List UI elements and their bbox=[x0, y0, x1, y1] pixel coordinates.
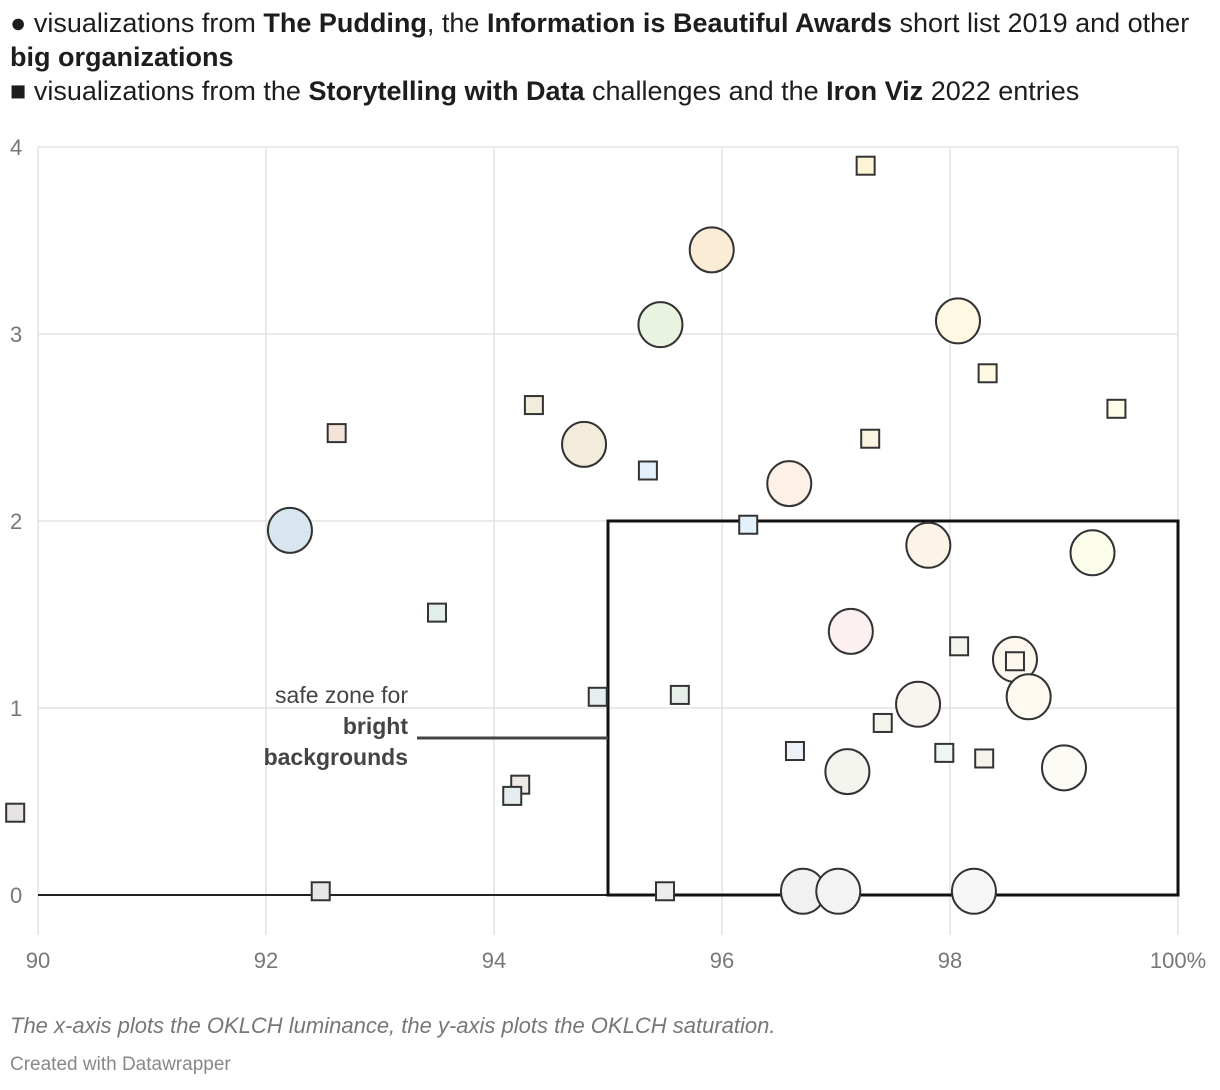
annotation-text-bold: bright bbox=[342, 713, 408, 739]
square-point bbox=[427, 602, 447, 623]
legend-text: visualizations from the bbox=[26, 76, 309, 106]
legend-bold: Iron Viz bbox=[826, 76, 924, 106]
square-point bbox=[655, 881, 675, 902]
square-marker-icon: ■ bbox=[10, 76, 27, 106]
legend-bold: Information is Beautiful Awards bbox=[486, 8, 892, 38]
legend-bold: big organizations bbox=[10, 42, 234, 72]
square-point bbox=[974, 748, 995, 769]
x-tick-label: 94 bbox=[482, 948, 506, 973]
square-point bbox=[860, 428, 881, 449]
circle-point bbox=[895, 680, 942, 728]
square-point bbox=[977, 363, 998, 384]
square-point bbox=[637, 460, 658, 481]
y-tick-label: 4 bbox=[10, 135, 22, 160]
square-point bbox=[1004, 651, 1025, 672]
square-point bbox=[934, 742, 955, 763]
circle-point bbox=[688, 226, 735, 274]
legend-bold: Storytelling with Data bbox=[308, 76, 585, 106]
square-point bbox=[587, 686, 608, 707]
square-point bbox=[855, 155, 876, 176]
square-point bbox=[326, 423, 347, 444]
y-tick-label: 0 bbox=[10, 883, 22, 908]
circle-point bbox=[1069, 529, 1116, 577]
x-tick-label: 90 bbox=[26, 948, 50, 973]
credit: Created with Datawrapper bbox=[10, 1054, 231, 1075]
square-point bbox=[502, 785, 523, 806]
circle-point bbox=[950, 867, 997, 915]
annotation-text-bold: backgrounds bbox=[263, 744, 408, 770]
axis-note: The x-axis plots the OKLCH luminance, th… bbox=[10, 1013, 776, 1038]
circle-point bbox=[815, 867, 862, 915]
square-point bbox=[5, 802, 26, 823]
x-tick-label: 96 bbox=[710, 948, 734, 973]
y-tick-label: 2 bbox=[10, 509, 22, 534]
circle-point bbox=[827, 607, 874, 655]
legend-item-squares: ■ visualizations from the Storytelling w… bbox=[10, 74, 1210, 108]
circle-point bbox=[766, 460, 813, 508]
data-points bbox=[5, 155, 1127, 915]
y-tick-label: 3 bbox=[10, 322, 22, 347]
square-point bbox=[784, 741, 805, 762]
square-point bbox=[310, 881, 331, 902]
x-tick-label: 98 bbox=[938, 948, 962, 973]
legend-text: , the bbox=[426, 8, 487, 38]
circle-point bbox=[266, 506, 313, 554]
circle-marker-icon: ● bbox=[10, 8, 27, 38]
safe-zone-annotation: safe zone for bright backgrounds bbox=[264, 680, 408, 773]
square-point bbox=[872, 712, 893, 733]
y-tick-label: 1 bbox=[10, 696, 22, 721]
square-point bbox=[1106, 398, 1127, 419]
circle-point bbox=[1005, 673, 1052, 721]
circle-point bbox=[1041, 744, 1087, 792]
scatter-plot: 90 92 94 96 98 100% 0 1 2 3 4 bbox=[5, 135, 1206, 973]
x-tick-label: 100% bbox=[1150, 948, 1206, 973]
legend-text: visualizations from bbox=[26, 8, 264, 38]
circle-point bbox=[637, 301, 684, 349]
circle-point bbox=[905, 521, 952, 569]
square-point bbox=[669, 684, 690, 705]
legend-item-circles: ● visualizations from The Pudding, the I… bbox=[10, 6, 1210, 74]
legend: ● visualizations from The Pudding, the I… bbox=[10, 6, 1210, 108]
legend-text: 2022 entries bbox=[923, 76, 1080, 106]
circle-point bbox=[561, 420, 608, 468]
annotation-text: safe zone for bbox=[275, 682, 408, 708]
legend-text: short list 2019 and other bbox=[892, 8, 1190, 38]
square-point bbox=[523, 395, 544, 416]
square-point bbox=[949, 636, 970, 657]
circle-point bbox=[934, 297, 981, 345]
safe-zone-box bbox=[606, 519, 1180, 897]
circle-point bbox=[824, 748, 871, 796]
legend-bold: The Pudding bbox=[263, 8, 427, 38]
x-tick-label: 92 bbox=[254, 948, 278, 973]
square-point bbox=[738, 514, 759, 535]
legend-text: challenges and the bbox=[584, 76, 827, 106]
